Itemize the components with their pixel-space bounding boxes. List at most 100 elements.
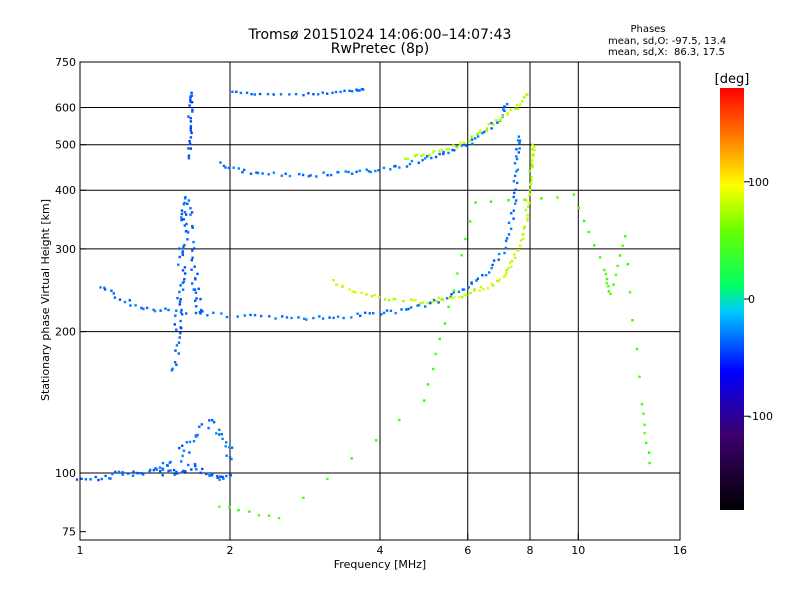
echo-point [607, 285, 610, 288]
echo-point [228, 506, 231, 509]
echo-point [183, 201, 186, 204]
echo-point [193, 265, 196, 268]
echo-point [185, 441, 188, 444]
echo-point [394, 311, 397, 315]
echo-point [180, 308, 183, 312]
echo-point [187, 147, 190, 150]
echo-point [582, 219, 586, 223]
echo-point [173, 323, 176, 326]
echo-point [225, 441, 228, 444]
echo-point [522, 227, 526, 230]
echo-point [432, 298, 436, 302]
echo-point [605, 277, 609, 281]
echo-point [179, 311, 183, 314]
echo-point [110, 289, 113, 292]
echo-point [175, 344, 179, 347]
echo-point [180, 209, 184, 212]
echo-point [237, 509, 240, 512]
echo-point [459, 141, 462, 144]
echo-point [405, 165, 409, 168]
echo-point [181, 471, 184, 474]
colorbar [720, 88, 744, 510]
echo-point [516, 249, 519, 252]
stats-o-mode: mean, sd,O: -97.5, 13.4 [608, 36, 726, 47]
echo-point [260, 314, 263, 318]
echo-point [182, 245, 185, 248]
echo-point [103, 286, 106, 289]
echo-point [183, 224, 186, 227]
echo-point [97, 478, 100, 482]
echo-point [517, 151, 520, 154]
echo-point [118, 298, 122, 301]
echo-point [489, 200, 493, 203]
echo-point [194, 278, 197, 281]
echo-point [440, 148, 443, 151]
y-tick-label: 500 [55, 139, 76, 152]
echo-point [272, 171, 276, 174]
echo-point [502, 275, 506, 279]
echo-point [398, 418, 401, 422]
echo-point [137, 472, 140, 475]
echo-point [177, 341, 181, 344]
echo-point [212, 311, 215, 314]
echo-point [187, 199, 191, 202]
echo-point [421, 301, 424, 304]
echo-point [339, 90, 342, 94]
echo-point [187, 463, 190, 467]
echo-point [377, 169, 380, 172]
echo-point [288, 93, 291, 96]
echo-point [186, 238, 189, 241]
echo-point [389, 309, 393, 312]
echo-point [231, 90, 234, 93]
echo-point [303, 317, 306, 320]
echo-point [447, 147, 451, 151]
echo-point [626, 263, 629, 266]
echo-point [268, 315, 271, 318]
echo-point [443, 322, 447, 325]
echo-point [139, 472, 143, 475]
echo-point [185, 312, 188, 315]
echo-point [405, 308, 408, 311]
echo-point [172, 468, 176, 472]
echo-point [394, 164, 397, 168]
echo-point [461, 295, 464, 299]
echo-point [177, 263, 180, 266]
y-tick-label: 100 [55, 467, 76, 480]
echo-point [593, 244, 596, 247]
echo-point [503, 105, 507, 109]
echo-point [194, 299, 197, 302]
echo-point [241, 171, 244, 174]
echo-point [109, 477, 112, 480]
echo-point [516, 104, 519, 107]
echo-point [515, 157, 519, 161]
echo-point [196, 433, 199, 437]
echo-point [190, 131, 193, 134]
echo-point [182, 449, 186, 452]
echo-point [100, 477, 103, 481]
echo-point [219, 161, 222, 164]
echo-point [342, 316, 345, 320]
echo-point [185, 213, 188, 216]
echo-point [179, 319, 182, 323]
echo-point [218, 428, 221, 431]
echo-point [417, 303, 421, 307]
echo-point [514, 202, 517, 205]
echo-point [187, 157, 191, 160]
echo-point [438, 337, 441, 341]
echo-point [181, 253, 185, 257]
echo-point [222, 164, 226, 168]
echo-point [614, 273, 618, 277]
echo-point [372, 312, 375, 315]
echo-point [199, 308, 203, 312]
echo-point [529, 182, 533, 185]
echo-point [128, 299, 131, 302]
echo-point [490, 266, 493, 270]
echo-point [526, 93, 529, 96]
echo-point [335, 283, 338, 286]
echo-point [370, 295, 374, 298]
echo-point [218, 433, 221, 436]
echo-point [134, 304, 137, 307]
echo-point [462, 141, 466, 144]
echo-point [503, 109, 506, 112]
echo-point [377, 296, 381, 299]
